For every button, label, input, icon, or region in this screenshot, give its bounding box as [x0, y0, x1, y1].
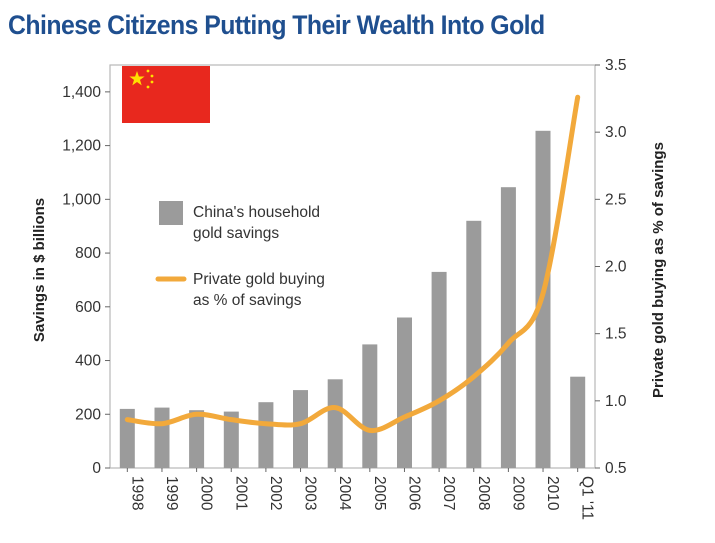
bar — [293, 390, 308, 468]
x-tick-label: 2001 — [232, 476, 249, 510]
legend-label-bar-line1: China's household — [193, 204, 320, 221]
line-point — [369, 429, 371, 431]
right-tick-label: 3.5 — [605, 57, 627, 74]
bar — [431, 271, 447, 468]
x-tick-label: 2006 — [406, 476, 423, 510]
bar — [362, 344, 378, 468]
bar — [154, 407, 170, 468]
line-point — [265, 423, 267, 425]
y-axis-title: Savings in $ billions — [31, 198, 48, 342]
x-tick-label: 2008 — [475, 476, 492, 510]
line-point — [404, 416, 405, 418]
legend-label-line-line2: as % of savings — [193, 292, 302, 309]
left-tick-label: 1,400 — [62, 84, 101, 101]
x-tick-label: 2004 — [336, 476, 353, 511]
right-tick-label: 1.5 — [605, 326, 627, 343]
china-flag-star-small — [150, 74, 154, 78]
left-tick-label: 800 — [75, 245, 101, 262]
x-tick-label: 2002 — [267, 476, 284, 510]
left-tick-label: 400 — [75, 353, 101, 370]
right-tick-label: 2.0 — [605, 259, 627, 276]
x-tick-label: 2003 — [302, 476, 319, 510]
line-point — [126, 419, 128, 421]
line-point — [473, 376, 475, 378]
left-axis: 0 200 400 600 800 1,000 1,200 1,400 — [62, 84, 110, 477]
line-series — [124, 94, 581, 433]
bar — [223, 411, 239, 468]
legend: China's household gold savings Private g… — [155, 201, 325, 309]
x-tick-label: 1999 — [163, 476, 180, 510]
x-tick-label: 2010 — [544, 476, 561, 511]
line-point — [161, 423, 163, 425]
line-point — [230, 419, 232, 421]
bar-series — [119, 130, 586, 469]
left-tick-label: 1,000 — [62, 191, 101, 208]
right-axis: 0.5 1.0 1.5 2.0 2.5 3.0 3.5 — [595, 57, 627, 477]
x-tick-label: 2009 — [509, 476, 526, 510]
left-tick-label: 1,200 — [62, 138, 101, 155]
bar — [327, 379, 343, 468]
line-point — [507, 342, 509, 344]
line-point — [334, 407, 336, 409]
bar — [466, 220, 482, 468]
bar — [258, 402, 274, 468]
right-tick-label: 1.0 — [605, 393, 627, 410]
bar — [570, 376, 586, 468]
china-flag-star-large — [129, 71, 145, 86]
china-flag-icon — [122, 66, 210, 123]
left-tick-label: 600 — [75, 299, 101, 316]
bar — [397, 317, 412, 468]
china-flag-star-small — [146, 69, 150, 73]
left-tick-label: 200 — [75, 406, 101, 423]
line-point — [196, 413, 198, 415]
y2-axis-title: Private gold buying as % of savings — [650, 142, 667, 398]
chart-title: Chinese Citizens Putting Their Wealth In… — [8, 10, 545, 40]
right-tick-label: 3.0 — [605, 124, 627, 141]
plot-frame — [109, 64, 596, 469]
line-point — [577, 96, 579, 98]
x-tick-label: Q1 '11 — [579, 476, 596, 520]
china-flag-field — [122, 66, 210, 123]
x-tick-label: 1998 — [128, 476, 145, 510]
x-tick-label: 2000 — [198, 476, 215, 511]
line-point — [300, 423, 301, 425]
legend-label-bar-line2: gold savings — [193, 225, 279, 242]
line-point — [542, 292, 544, 294]
x-tick-label: 2007 — [440, 476, 457, 510]
bar — [189, 410, 205, 468]
bar — [119, 408, 135, 468]
x-tick-label: 2005 — [371, 476, 388, 510]
left-tick-label: 0 — [92, 460, 101, 477]
china-flag-star-small — [146, 85, 150, 89]
china-flag-star-small — [150, 80, 154, 84]
x-axis: 1998 1999 2000 2001 2002 2003 2004 2005 2006 2007… — [126, 468, 596, 520]
legend-swatch-bar — [159, 201, 183, 225]
line-point — [438, 400, 440, 402]
legend-label-line-line1: Private gold buying — [193, 271, 325, 288]
right-tick-label: 0.5 — [605, 460, 627, 477]
bar — [500, 187, 516, 468]
right-tick-label: 2.5 — [605, 191, 627, 208]
